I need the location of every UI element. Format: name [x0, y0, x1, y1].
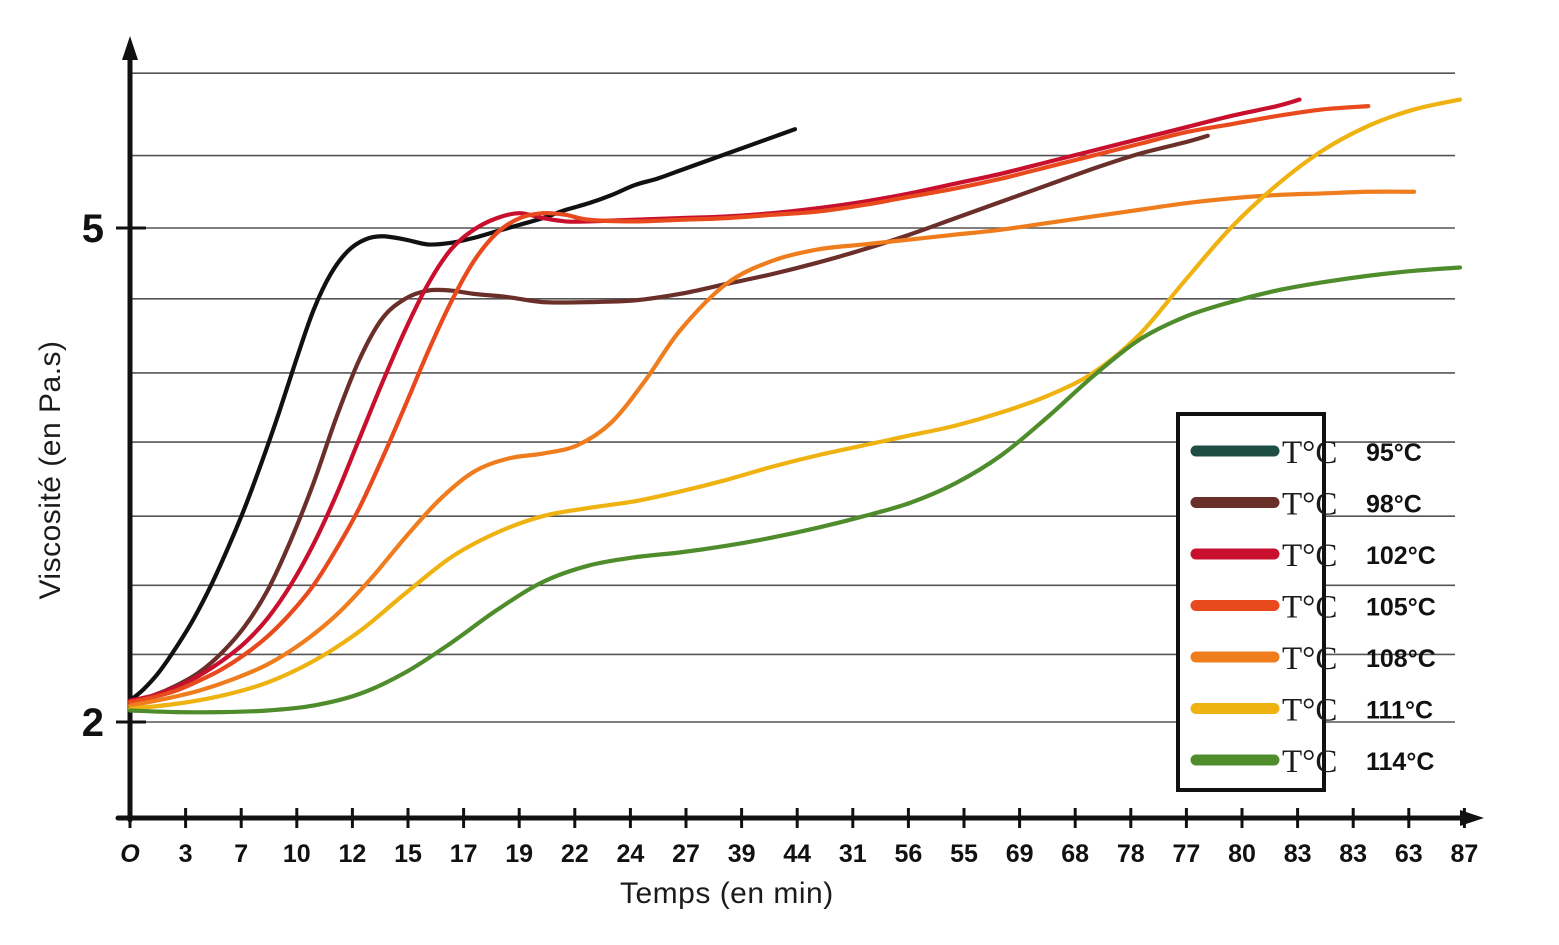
x-tick-label: 68 — [1061, 840, 1089, 868]
y-tick-label: 5 — [82, 207, 104, 251]
x-tick-label: 80 — [1228, 840, 1256, 868]
data-curves — [127, 97, 1463, 715]
x-tick-label: 15 — [394, 840, 422, 868]
legend-symbol: T°C — [1282, 487, 1337, 523]
legend-symbol: T°C — [1282, 590, 1337, 626]
series-line-114 — [127, 265, 1463, 715]
x-tick-label: 7 — [234, 840, 248, 868]
legend-symbol: T°C — [1282, 435, 1337, 471]
x-axis-ticks: O 3 7 10 12 15 17 19 22 24 27 39 44 31 56 55 69 68 78 77 80 8… — [120, 800, 1478, 868]
x-tick-label: O — [120, 840, 140, 868]
x-tick-label: 63 — [1395, 840, 1423, 868]
x-tick-label: 87 — [1450, 840, 1478, 868]
legend-label-102: 102°C — [1366, 542, 1436, 570]
legend-label-105: 105°C — [1366, 594, 1436, 622]
legend: T°C 95°C T°C 98°C T°C 102°C T°C 105°C T°C 108°C T°… — [1176, 412, 1436, 792]
x-tick-label: 77 — [1172, 840, 1200, 868]
legend-label-111: 111°C — [1366, 697, 1433, 725]
series-line-95 — [127, 127, 798, 703]
x-tick-label: 39 — [728, 840, 756, 868]
x-tick-label: 83 — [1339, 840, 1367, 868]
x-tick-label: 55 — [950, 840, 978, 868]
series-line-102 — [127, 97, 1302, 703]
legend-label-98: 98°C — [1366, 491, 1422, 519]
x-tick-label: 22 — [561, 840, 589, 868]
x-tick-label: 31 — [839, 840, 867, 868]
x-tick-label: 24 — [616, 840, 644, 868]
legend-symbol: T°C — [1282, 693, 1337, 729]
x-tick-label: 27 — [672, 840, 700, 868]
legend-label-108: 108°C — [1366, 645, 1436, 673]
y-axis-title: Viscosité (en Pa.s) — [34, 340, 67, 599]
x-tick-label: 44 — [783, 840, 811, 868]
legend-label-95: 95°C — [1366, 439, 1422, 467]
legend-items: T°C 95°C T°C 98°C T°C 102°C T°C 105°C T°C 108°C T°… — [1190, 435, 1436, 780]
x-tick-label: 83 — [1284, 840, 1312, 868]
y-axis-arrow — [122, 36, 138, 60]
x-axis-title: Temps (en min) — [620, 877, 834, 910]
x-tick-label: 17 — [450, 840, 478, 868]
series-line-111 — [127, 97, 1463, 711]
series-line-105 — [127, 104, 1371, 705]
x-tick-label: 56 — [894, 840, 922, 868]
x-tick-label: 10 — [283, 840, 311, 868]
x-tick-label: 69 — [1006, 840, 1034, 868]
y-axis-ticks: 52 — [82, 207, 146, 745]
x-tick-label: 12 — [338, 840, 366, 868]
x-tick-label: 19 — [505, 840, 533, 868]
x-tick-label: 3 — [179, 840, 193, 868]
series-line-108 — [127, 189, 1417, 708]
legend-symbol: T°C — [1282, 538, 1337, 574]
x-tick-label: 78 — [1117, 840, 1145, 868]
legend-symbol: T°C — [1282, 744, 1337, 780]
series-line-98 — [127, 133, 1210, 705]
x-axis-arrow — [1460, 810, 1484, 826]
axes — [115, 36, 1484, 826]
legend-symbol: T°C — [1282, 641, 1337, 677]
y-tick-label: 2 — [82, 701, 104, 745]
legend-label-114: 114°C — [1366, 748, 1434, 776]
